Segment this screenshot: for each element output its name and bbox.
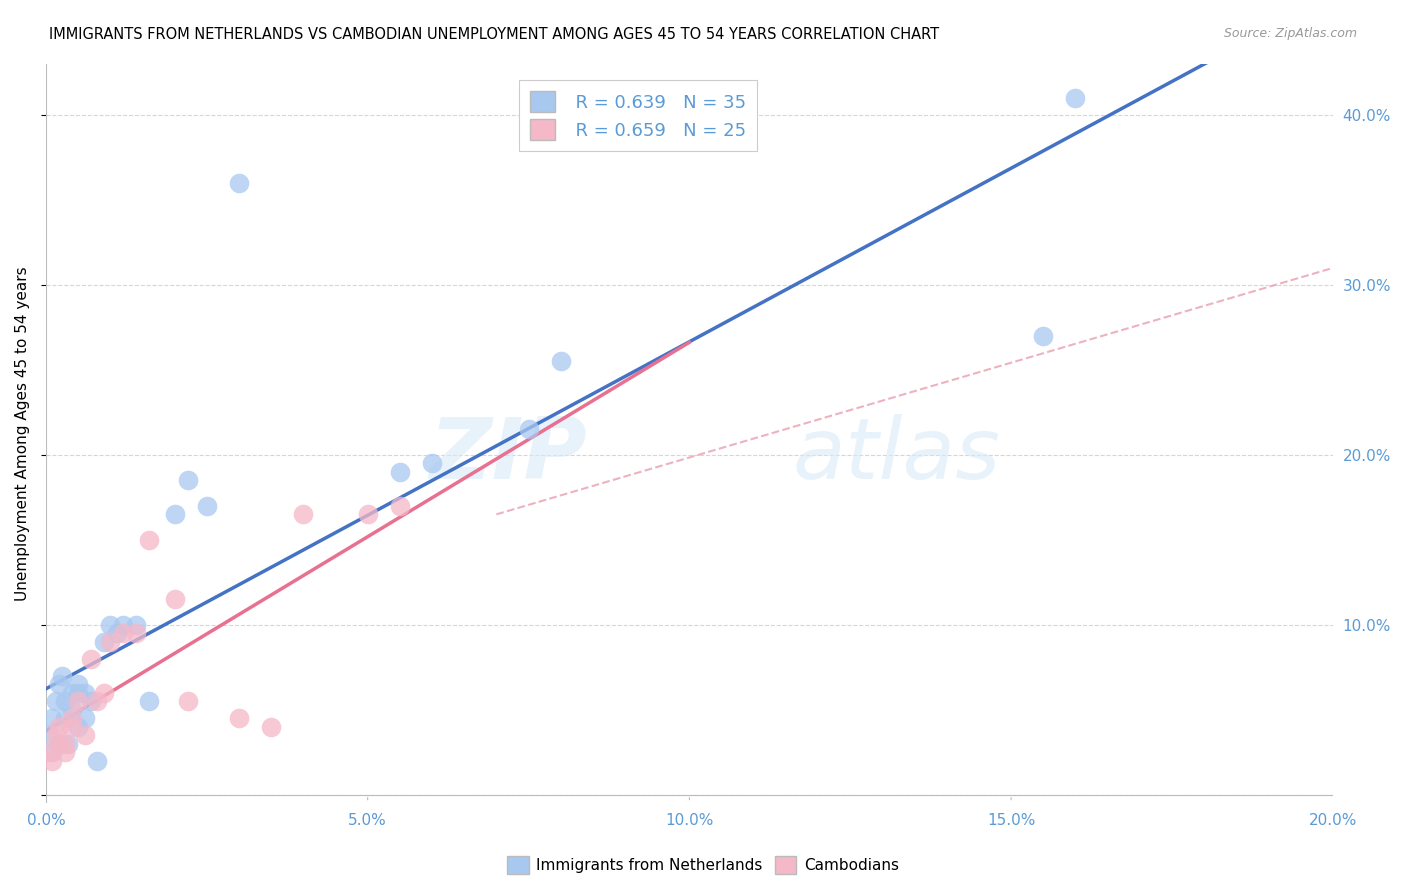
- Point: [195, 499, 218, 513]
- Point: [60, 703, 83, 717]
- Point: [60, 711, 83, 725]
- Point: [53, 711, 76, 725]
- Point: [67, 677, 90, 691]
- Point: [163, 508, 186, 522]
- Point: [48, 720, 70, 734]
- Point: [45, 694, 67, 708]
- Legend:   R = 0.639   N = 35,   R = 0.659   N = 25: R = 0.639 N = 35, R = 0.659 N = 25: [519, 80, 756, 151]
- Point: [112, 617, 135, 632]
- Point: [60, 686, 83, 700]
- Point: [58, 737, 80, 751]
- Point: [86, 694, 108, 708]
- Point: [125, 626, 148, 640]
- Point: [67, 720, 90, 734]
- Point: [48, 737, 70, 751]
- Point: [93, 686, 115, 700]
- Point: [53, 694, 76, 708]
- Point: [388, 465, 411, 479]
- Point: [73, 711, 96, 725]
- Point: [80, 652, 103, 666]
- Point: [292, 508, 315, 522]
- Point: [38, 745, 60, 759]
- Point: [260, 720, 283, 734]
- Point: [93, 634, 115, 648]
- Point: [112, 626, 135, 640]
- Point: [517, 422, 540, 436]
- Point: [163, 592, 186, 607]
- Point: [388, 499, 411, 513]
- Point: [105, 626, 128, 640]
- Point: [41, 711, 63, 725]
- Point: [228, 711, 250, 725]
- Point: [48, 737, 70, 751]
- Point: [228, 176, 250, 190]
- Point: [138, 694, 160, 708]
- Legend: Immigrants from Netherlands, Cambodians: Immigrants from Netherlands, Cambodians: [501, 850, 905, 880]
- Point: [420, 456, 443, 470]
- Point: [73, 728, 96, 742]
- Point: [550, 354, 572, 368]
- Point: [98, 617, 121, 632]
- Point: [176, 474, 198, 488]
- Point: [45, 728, 67, 742]
- Point: [1032, 329, 1054, 343]
- Point: [53, 745, 76, 759]
- Text: IMMIGRANTS FROM NETHERLANDS VS CAMBODIAN UNEMPLOYMENT AMONG AGES 45 TO 54 YEARS : IMMIGRANTS FROM NETHERLANDS VS CAMBODIAN…: [49, 27, 939, 42]
- Point: [98, 634, 121, 648]
- Point: [38, 728, 60, 742]
- Point: [138, 533, 160, 547]
- Text: atlas: atlas: [793, 414, 1000, 498]
- Point: [48, 677, 70, 691]
- Point: [357, 508, 380, 522]
- Point: [86, 754, 108, 768]
- Point: [80, 694, 103, 708]
- Text: Source: ZipAtlas.com: Source: ZipAtlas.com: [1223, 27, 1357, 40]
- Point: [125, 617, 148, 632]
- Y-axis label: Unemployment Among Ages 45 to 54 years: Unemployment Among Ages 45 to 54 years: [15, 267, 30, 601]
- Point: [67, 694, 90, 708]
- Point: [51, 669, 73, 683]
- Point: [67, 686, 90, 700]
- Point: [1064, 91, 1087, 105]
- Point: [41, 745, 63, 759]
- Point: [41, 754, 63, 768]
- Point: [60, 720, 83, 734]
- Point: [176, 694, 198, 708]
- Text: ZIP: ZIP: [429, 414, 586, 498]
- Point: [53, 737, 76, 751]
- Point: [73, 686, 96, 700]
